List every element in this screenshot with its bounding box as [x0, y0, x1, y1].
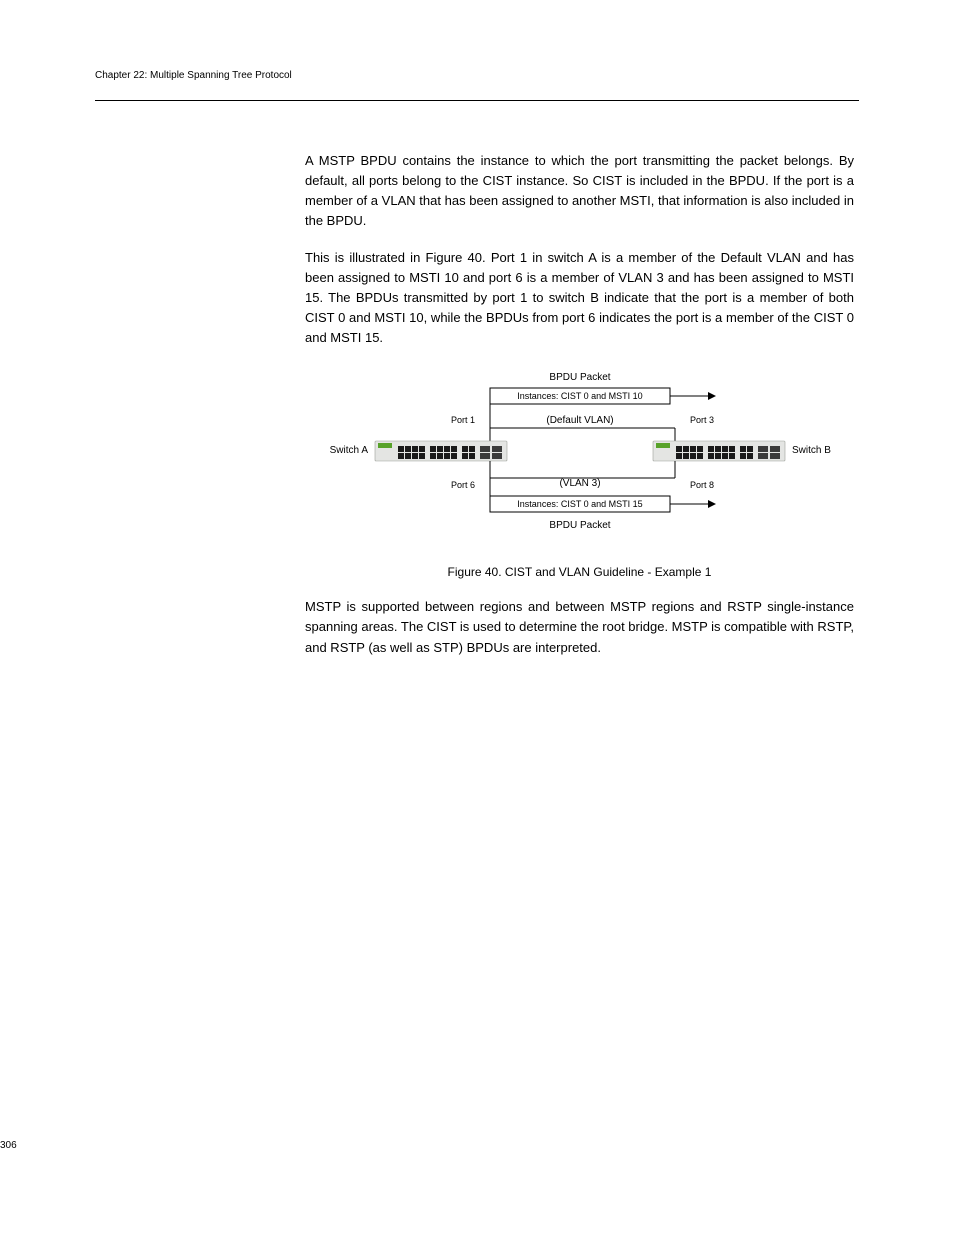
switch-b-label: Switch B [792, 445, 831, 456]
bpdu-bottom-label: BPDU Packet [549, 520, 610, 531]
page-number: 306 [0, 1140, 17, 1151]
instance-bottom-text: Instances: CIST 0 and MSTI 15 [517, 499, 642, 509]
paragraph-2: This is illustrated in Figure 40. Port 1… [305, 248, 854, 349]
port3-label: Port 3 [690, 415, 714, 425]
port8-label: Port 8 [690, 480, 714, 490]
figure-40-diagram: BPDU Packet Instances: CIST 0 and MSTI 1… [305, 368, 854, 553]
default-vlan-label: (Default VLAN) [546, 415, 613, 426]
switch-b [653, 441, 785, 461]
vlan3-label: (VLAN 3) [559, 478, 600, 489]
bpdu-top-label: BPDU Packet [549, 372, 610, 383]
instance-top-text: Instances: CIST 0 and MSTI 10 [517, 391, 642, 401]
paragraph-1: A MSTP BPDU contains the instance to whi… [305, 151, 854, 232]
port6-label: Port 6 [450, 480, 474, 490]
switch-a [375, 441, 507, 461]
figure-svg: BPDU Packet Instances: CIST 0 and MSTI 1… [310, 368, 850, 553]
port1-label: Port 1 [450, 415, 474, 425]
body-column: A MSTP BPDU contains the instance to whi… [95, 151, 859, 658]
switch-a-label: Switch A [329, 445, 368, 456]
chapter-title: Chapter 22: Multiple Spanning Tree Proto… [95, 70, 292, 81]
paragraph-3: MSTP is supported between regions and be… [305, 597, 854, 657]
figure-caption: Figure 40. CIST and VLAN Guideline - Exa… [305, 565, 854, 579]
page-header: Chapter 22: Multiple Spanning Tree Proto… [95, 70, 859, 101]
page: Chapter 22: Multiple Spanning Tree Proto… [0, 0, 954, 1235]
